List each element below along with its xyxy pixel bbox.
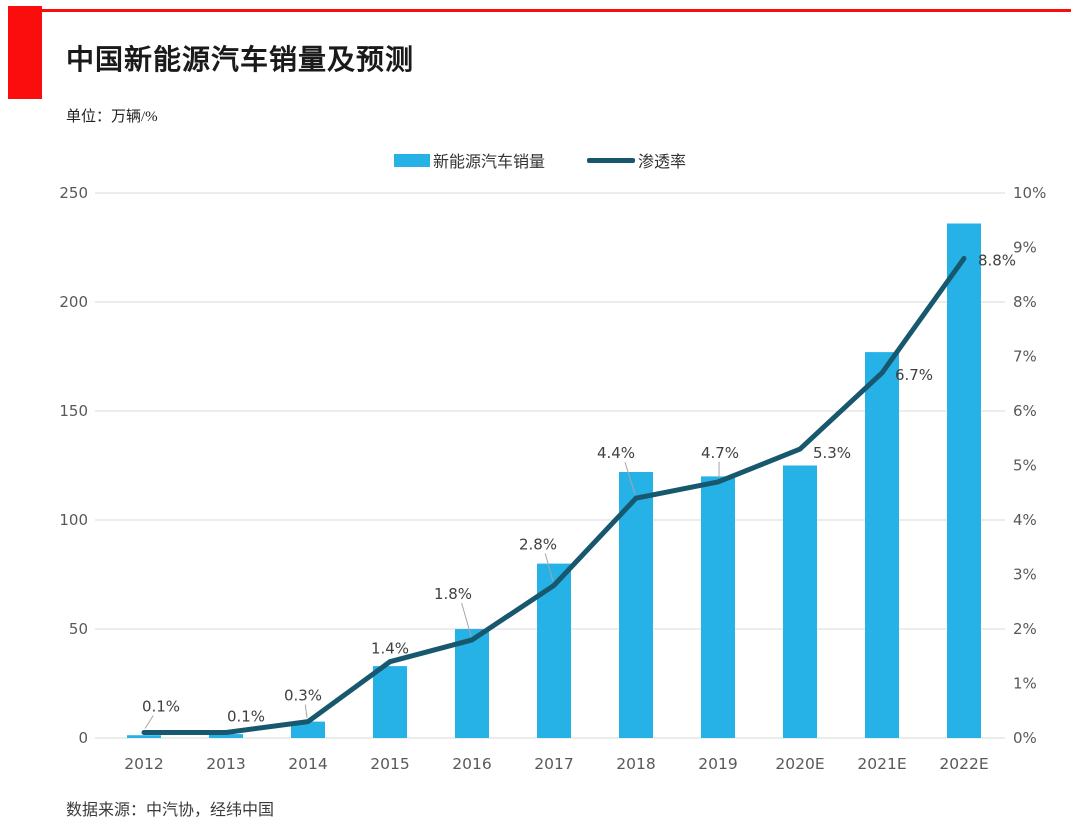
x-label-2018: 2018 bbox=[616, 755, 655, 773]
x-label-2012: 2012 bbox=[124, 755, 163, 773]
left-tick-150: 150 bbox=[59, 402, 88, 420]
point-label-2014: 0.3% bbox=[284, 687, 322, 705]
left-tick-200: 200 bbox=[59, 293, 88, 311]
legend-label-sales: 新能源汽车销量 bbox=[432, 154, 545, 171]
label-leader-2016 bbox=[461, 602, 472, 637]
x-label-2020E: 2020E bbox=[775, 755, 824, 773]
right-tick-1%: 1% bbox=[1013, 675, 1037, 693]
legend-item-sales: 新能源汽车销量 bbox=[393, 148, 545, 172]
right-tick-10%: 10% bbox=[1013, 184, 1046, 202]
point-label-2021E: 6.7% bbox=[895, 366, 933, 384]
point-label-2020E: 5.3% bbox=[813, 444, 851, 462]
x-label-2022E: 2022E bbox=[939, 755, 988, 773]
right-tick-0%: 0% bbox=[1013, 729, 1037, 747]
left-tick-50: 50 bbox=[69, 620, 88, 638]
x-label-2017: 2017 bbox=[534, 755, 573, 773]
label-leader-2017 bbox=[544, 553, 554, 582]
x-label-2014: 2014 bbox=[288, 755, 327, 773]
left-tick-0: 0 bbox=[78, 729, 88, 747]
bar-2018 bbox=[619, 472, 653, 738]
left-tick-250: 250 bbox=[59, 184, 88, 202]
point-label-2013: 0.1% bbox=[227, 708, 265, 726]
line-swatch-icon bbox=[587, 157, 635, 163]
point-label-2012: 0.1% bbox=[142, 698, 180, 716]
legend-label-penetration: 渗透率 bbox=[638, 154, 687, 171]
red-accent-block bbox=[8, 6, 42, 99]
bar-2020E bbox=[783, 465, 817, 738]
right-tick-3%: 3% bbox=[1013, 566, 1037, 584]
left-tick-100: 100 bbox=[59, 511, 88, 529]
x-label-2015: 2015 bbox=[370, 755, 409, 773]
point-label-2015: 1.4% bbox=[371, 640, 409, 658]
data-source: 数据来源：中汽协，经纬中国 bbox=[66, 802, 275, 819]
bar-swatch-icon bbox=[393, 153, 430, 167]
penetration-line bbox=[141, 255, 967, 735]
bar-2015 bbox=[373, 666, 407, 738]
x-label-2021E: 2021E bbox=[857, 755, 906, 773]
x-label-2016: 2016 bbox=[452, 755, 491, 773]
bar-2013 bbox=[209, 734, 243, 738]
point-label-2016: 1.8% bbox=[434, 585, 472, 603]
page-title: 中国新能源汽车销量及预测 bbox=[66, 44, 415, 75]
bar-2017 bbox=[537, 563, 571, 738]
bar-2016 bbox=[455, 629, 489, 738]
label-leader-2014 bbox=[304, 704, 308, 718]
point-label-2017: 2.8% bbox=[519, 535, 557, 553]
label-leader-2018 bbox=[624, 462, 636, 495]
unit-label: 单位：万辆/% bbox=[66, 109, 158, 125]
point-labels: 0.1% 0.1% 0.3% 1.4% 1.8% 2.8% 4.4% 4.7% 5.3% 6.7%… bbox=[142, 251, 1016, 729]
x-label-2019: 2019 bbox=[698, 755, 737, 773]
left-axis-labels: 0 50 100 150 200 250 bbox=[59, 184, 88, 747]
right-tick-7%: 7% bbox=[1013, 348, 1037, 366]
bar-2012 bbox=[127, 735, 161, 738]
point-label-2018: 4.4% bbox=[597, 444, 635, 462]
point-label-2022E: 8.8% bbox=[978, 251, 1016, 269]
bar-2021E bbox=[865, 352, 899, 738]
right-tick-5%: 5% bbox=[1013, 457, 1037, 475]
chart-legend: 新能源汽车销量 渗透率 bbox=[0, 148, 1080, 172]
right-tick-2%: 2% bbox=[1013, 620, 1037, 638]
red-top-rule bbox=[42, 9, 1071, 12]
label-leader-2012 bbox=[144, 715, 154, 729]
bar-2014 bbox=[291, 721, 325, 738]
right-axis-labels: 0% 1% 2% 3% 4% 5% 6% 7% 8% 9% 10% bbox=[1013, 184, 1046, 747]
point-label-2019: 4.7% bbox=[701, 444, 739, 462]
right-tick-8%: 8% bbox=[1013, 293, 1037, 311]
bar-2022E bbox=[947, 223, 981, 738]
right-tick-9%: 9% bbox=[1013, 239, 1037, 257]
x-axis-labels: 2012 2013 2014 2015 2016 2017 2018 2019 2020E 202… bbox=[124, 755, 988, 773]
right-tick-6%: 6% bbox=[1013, 402, 1037, 420]
legend-item-penetration: 渗透率 bbox=[587, 148, 686, 172]
bar-2019 bbox=[701, 476, 735, 738]
right-tick-4%: 4% bbox=[1013, 511, 1037, 529]
x-label-2013: 2013 bbox=[206, 755, 245, 773]
bars-series bbox=[127, 223, 981, 738]
